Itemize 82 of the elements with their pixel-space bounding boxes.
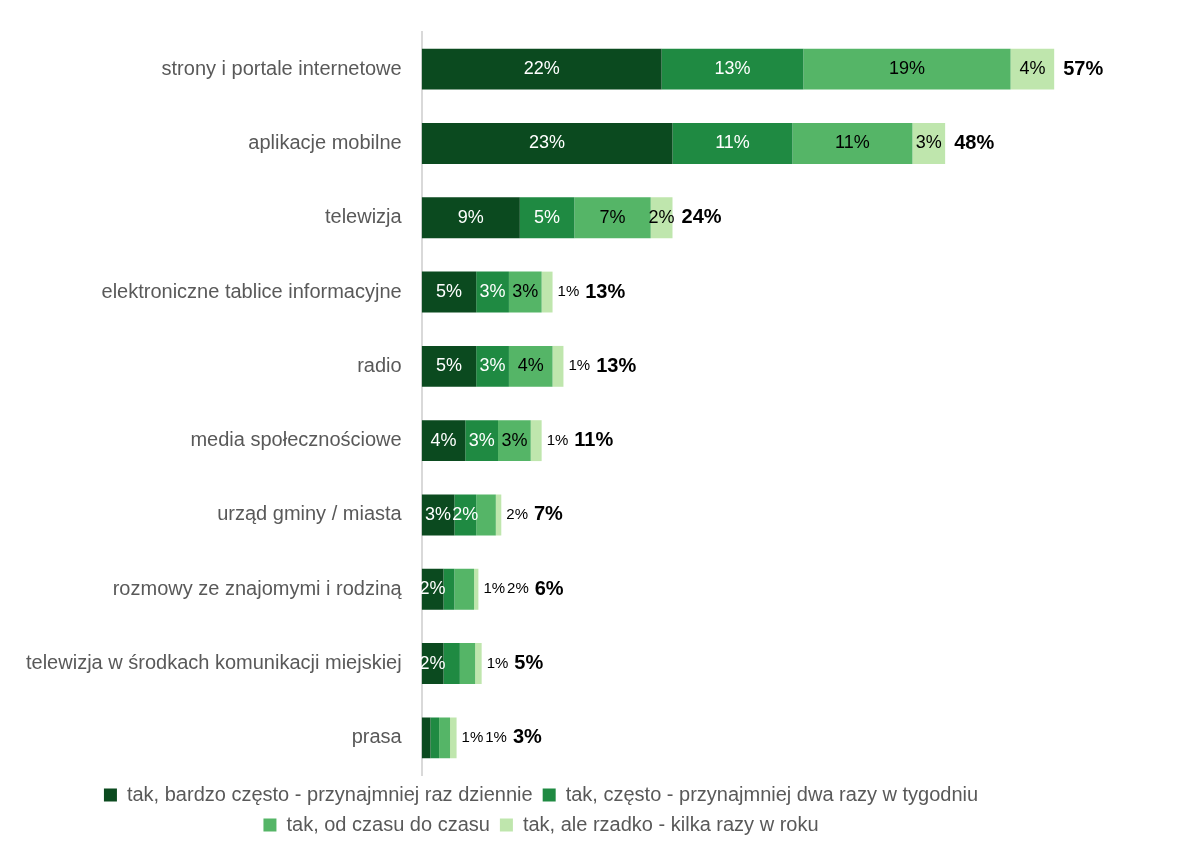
data-label: 23% bbox=[529, 132, 566, 153]
bar bbox=[495, 494, 502, 536]
y-tick-label: telewizja bbox=[324, 205, 403, 228]
y-tick-label: telewizja w środkach komunikacji miejskiej bbox=[26, 651, 402, 674]
total-label: 6% bbox=[534, 576, 564, 599]
bar bbox=[443, 643, 460, 684]
y-tick-label: elektroniczne tablice informacyjne bbox=[101, 279, 402, 302]
data-label: 22% bbox=[523, 58, 560, 79]
total-label: 7% bbox=[533, 502, 564, 525]
data-label: 1% bbox=[483, 579, 506, 597]
bar bbox=[454, 568, 475, 610]
bar bbox=[792, 123, 913, 164]
bar bbox=[459, 643, 476, 684]
bar bbox=[574, 197, 651, 239]
bar bbox=[430, 717, 440, 759]
y-tick-label: rozmowy ze znajomymi i rodziną bbox=[112, 576, 403, 599]
data-label: 3% bbox=[501, 429, 528, 450]
bar bbox=[530, 420, 542, 462]
bar bbox=[421, 123, 673, 164]
bar bbox=[421, 345, 477, 387]
data-label: 3% bbox=[425, 503, 452, 524]
y-tick-label: strony i portale internetowe bbox=[161, 56, 402, 79]
bar bbox=[661, 48, 804, 90]
y-tick-label: prasa bbox=[351, 725, 403, 748]
total-label: 57% bbox=[1063, 56, 1104, 79]
data-label: 3% bbox=[479, 281, 506, 302]
data-label: 4% bbox=[430, 429, 457, 450]
data-label: 2% bbox=[507, 579, 529, 597]
total-label: 3% bbox=[512, 725, 543, 748]
bar bbox=[519, 197, 575, 239]
y-tick-label: urząd gminy / miasta bbox=[217, 502, 403, 525]
bar bbox=[450, 717, 457, 759]
data-label: 1% bbox=[546, 430, 569, 448]
y-tick-label: aplikacje mobilne bbox=[248, 130, 402, 153]
data-label: 3% bbox=[915, 132, 942, 153]
data-label: 1% bbox=[461, 727, 484, 745]
bar bbox=[443, 568, 455, 610]
bar bbox=[475, 643, 482, 684]
total-label: 11% bbox=[574, 428, 614, 451]
data-label: 5% bbox=[435, 281, 462, 302]
legend-label: tak, bardzo często - przynajmniej raz dziennie bbox=[126, 782, 533, 805]
data-label: 13% bbox=[714, 58, 751, 79]
legend-label: tak, ale rzadko - kilka razy w roku bbox=[522, 812, 819, 835]
bar bbox=[421, 717, 431, 759]
data-label: 1% bbox=[557, 282, 580, 300]
data-label: 1% bbox=[486, 653, 509, 671]
data-label: 1% bbox=[485, 727, 507, 745]
data-label: 3% bbox=[512, 281, 539, 302]
total-label: 5% bbox=[514, 651, 544, 674]
bar bbox=[439, 717, 451, 759]
legend-label: tak, od czasu do czasu bbox=[286, 812, 490, 835]
total-label: 48% bbox=[954, 130, 995, 153]
data-label: 5% bbox=[534, 206, 561, 227]
data-label: 2% bbox=[452, 503, 479, 524]
bar bbox=[552, 345, 564, 387]
data-label: 3% bbox=[479, 355, 506, 376]
bar bbox=[421, 197, 520, 239]
data-label: 7% bbox=[599, 206, 626, 227]
bar bbox=[474, 568, 479, 610]
legend-label: tak, często - przynajmniej dwa razy w tygodniu bbox=[565, 782, 979, 805]
data-label: 3% bbox=[468, 429, 495, 450]
data-label: 2% bbox=[648, 206, 675, 227]
y-tick-label: radio bbox=[357, 353, 402, 376]
bar bbox=[541, 271, 553, 313]
bar bbox=[672, 123, 793, 164]
bar bbox=[508, 345, 553, 387]
data-label: 4% bbox=[1019, 58, 1046, 79]
bar bbox=[476, 494, 496, 536]
data-label: 1% bbox=[568, 356, 591, 374]
data-label: 4% bbox=[517, 355, 544, 376]
data-label: 19% bbox=[888, 58, 925, 79]
bar bbox=[421, 48, 662, 90]
data-label: 11% bbox=[715, 132, 750, 153]
data-label: 5% bbox=[435, 355, 462, 376]
y-tick-label: media społecznościowe bbox=[190, 428, 402, 451]
total-label: 24% bbox=[681, 205, 722, 228]
data-label: 9% bbox=[457, 206, 484, 227]
total-label: 13% bbox=[585, 279, 626, 302]
data-label: 2% bbox=[506, 505, 528, 523]
total-label: 13% bbox=[596, 353, 637, 376]
bar bbox=[803, 48, 1011, 90]
data-label: 11% bbox=[835, 132, 870, 153]
